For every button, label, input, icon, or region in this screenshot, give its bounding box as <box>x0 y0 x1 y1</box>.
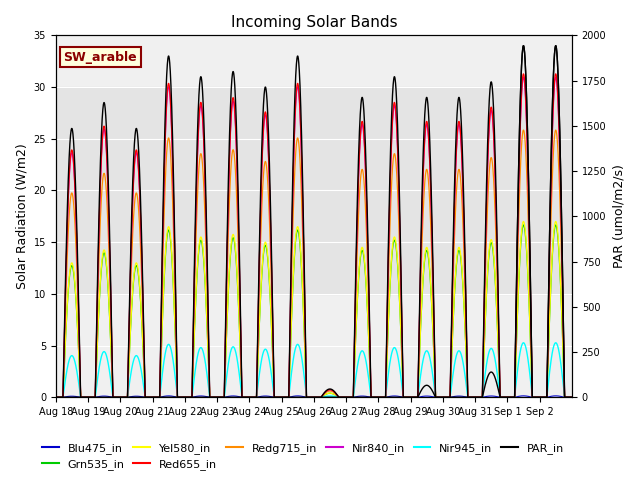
Title: Incoming Solar Bands: Incoming Solar Bands <box>230 15 397 30</box>
Y-axis label: Solar Radiation (W/m2): Solar Radiation (W/m2) <box>15 144 28 289</box>
Text: SW_arable: SW_arable <box>63 51 137 64</box>
Legend: Blu475_in, Grn535_in, Yel580_in, Red655_in, Redg715_in, Nir840_in, Nir945_in, PA: Blu475_in, Grn535_in, Yel580_in, Red655_… <box>38 438 568 474</box>
Y-axis label: PAR (umol/m2/s): PAR (umol/m2/s) <box>612 164 625 268</box>
Bar <box>56 87 572 294</box>
